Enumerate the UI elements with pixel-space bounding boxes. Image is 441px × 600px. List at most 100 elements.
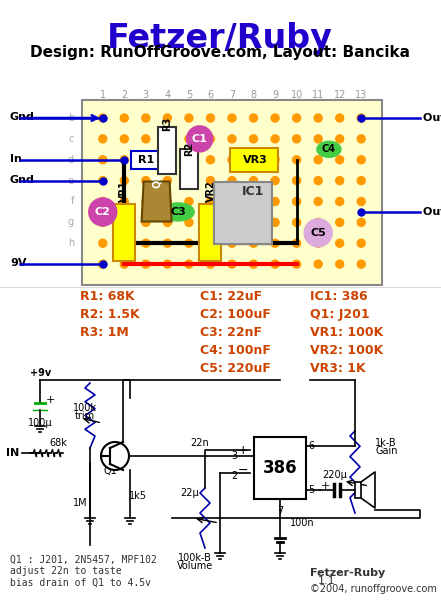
Circle shape (357, 135, 365, 143)
Circle shape (142, 176, 150, 185)
Circle shape (142, 260, 150, 268)
Circle shape (163, 176, 172, 185)
Circle shape (293, 197, 301, 205)
Text: h: h (68, 238, 74, 248)
Text: IC1: IC1 (243, 185, 265, 197)
Circle shape (185, 135, 193, 143)
Circle shape (336, 239, 344, 247)
Text: Out +: Out + (423, 207, 441, 217)
Circle shape (99, 239, 107, 247)
Text: 2: 2 (121, 90, 127, 100)
Circle shape (185, 260, 193, 268)
Text: 1M: 1M (73, 498, 87, 508)
Text: VR2: VR2 (206, 180, 216, 202)
Text: 10: 10 (291, 90, 303, 100)
Text: 11: 11 (312, 90, 324, 100)
Circle shape (120, 239, 128, 247)
Text: Q1: J201: Q1: J201 (310, 308, 370, 321)
FancyBboxPatch shape (229, 148, 277, 172)
Circle shape (120, 114, 128, 122)
Text: 6: 6 (308, 441, 314, 451)
Circle shape (271, 176, 279, 185)
Text: 12: 12 (333, 90, 346, 100)
Circle shape (336, 114, 344, 122)
Circle shape (206, 197, 214, 205)
Text: 8: 8 (250, 90, 257, 100)
Circle shape (101, 442, 129, 470)
Text: C4: 100nF: C4: 100nF (200, 344, 271, 357)
Text: C3: 22nF: C3: 22nF (200, 326, 262, 339)
Circle shape (271, 197, 279, 205)
Circle shape (185, 239, 193, 247)
Circle shape (314, 156, 322, 164)
Circle shape (228, 156, 236, 164)
Text: 1k5: 1k5 (129, 491, 147, 501)
Circle shape (185, 156, 193, 164)
Circle shape (163, 197, 172, 205)
Circle shape (228, 197, 236, 205)
Circle shape (314, 239, 322, 247)
Circle shape (357, 239, 365, 247)
Circle shape (293, 114, 301, 122)
Circle shape (314, 218, 322, 226)
Circle shape (99, 176, 107, 185)
Text: −: − (238, 463, 248, 476)
Text: C2: 100uF: C2: 100uF (200, 308, 271, 321)
Circle shape (99, 260, 107, 268)
Circle shape (336, 176, 344, 185)
Circle shape (228, 239, 236, 247)
Circle shape (293, 218, 301, 226)
Text: +: + (320, 481, 330, 491)
Circle shape (271, 135, 279, 143)
Text: C1: 22uF: C1: 22uF (200, 290, 262, 303)
Text: 5: 5 (186, 90, 192, 100)
Circle shape (357, 197, 365, 205)
Text: 386: 386 (263, 459, 297, 477)
FancyBboxPatch shape (158, 127, 176, 174)
Circle shape (314, 197, 322, 205)
Text: 100k: 100k (73, 403, 97, 413)
Circle shape (336, 260, 344, 268)
Text: +9v: +9v (30, 368, 51, 378)
Text: 22μ: 22μ (181, 488, 199, 498)
FancyBboxPatch shape (254, 437, 306, 499)
Circle shape (120, 260, 128, 268)
Circle shape (304, 219, 332, 247)
Circle shape (120, 156, 128, 164)
Circle shape (250, 260, 258, 268)
Text: Out -: Out - (423, 113, 441, 123)
Circle shape (293, 135, 301, 143)
Text: 9: 9 (272, 90, 278, 100)
Circle shape (206, 218, 214, 226)
Circle shape (314, 114, 322, 122)
Text: IN: IN (6, 448, 19, 458)
Ellipse shape (162, 203, 194, 221)
Circle shape (163, 260, 172, 268)
Circle shape (120, 218, 128, 226)
Circle shape (293, 156, 301, 164)
Text: VR3: VR3 (243, 155, 268, 165)
Text: 100n: 100n (290, 518, 314, 528)
Ellipse shape (317, 142, 341, 157)
Text: Fetzer/Ruby: Fetzer/Ruby (107, 22, 333, 55)
Text: 7: 7 (229, 90, 235, 100)
Circle shape (99, 218, 107, 226)
Text: C4: C4 (322, 145, 336, 154)
Circle shape (250, 156, 258, 164)
Text: 5: 5 (308, 485, 314, 495)
Circle shape (271, 260, 279, 268)
Circle shape (357, 260, 365, 268)
Text: R1: 68K: R1: 68K (80, 290, 135, 303)
Text: 7: 7 (277, 506, 283, 516)
Text: Gnd: Gnd (10, 112, 35, 122)
FancyBboxPatch shape (113, 205, 135, 262)
Text: Volume: Volume (177, 561, 213, 571)
FancyBboxPatch shape (180, 149, 198, 189)
Text: Gain: Gain (375, 446, 397, 456)
Text: R3: 1M: R3: 1M (80, 326, 129, 339)
Text: 22n: 22n (191, 438, 209, 448)
Text: 1: 1 (100, 90, 106, 100)
Circle shape (228, 218, 236, 226)
Text: g: g (68, 217, 74, 227)
Text: VR1: VR1 (120, 180, 129, 202)
